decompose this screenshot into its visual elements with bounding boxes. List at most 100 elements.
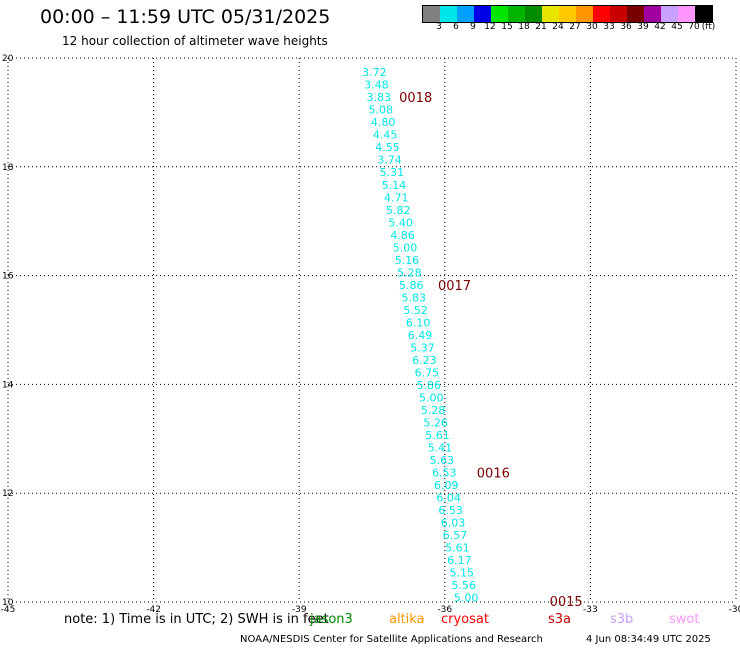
y-tick-label: 18 bbox=[2, 163, 14, 173]
colorbar-label: 30 bbox=[586, 22, 598, 32]
swh-value-label: 5.37 bbox=[410, 341, 435, 354]
page-subtitle: 12 hour collection of altimeter wave hei… bbox=[62, 34, 328, 48]
swh-value-label: 6.53 bbox=[432, 467, 457, 480]
x-tick-label: -45 bbox=[1, 605, 16, 615]
colorbar-swatch bbox=[423, 6, 440, 22]
swh-value-label: 5.31 bbox=[380, 166, 405, 179]
colorbar-label: 36 bbox=[620, 22, 632, 32]
swh-value-label: 5.00 bbox=[419, 391, 444, 404]
satellite-legend-item: jason3 bbox=[310, 612, 353, 627]
colorbar-label: 12 bbox=[484, 22, 496, 32]
swh-value-label: 5.52 bbox=[403, 304, 428, 317]
satellite-legend-item: swot bbox=[669, 612, 700, 627]
colorbar-swatch bbox=[593, 6, 610, 22]
colorbar-label: 39 bbox=[637, 22, 649, 32]
x-tick-label: -36 bbox=[437, 605, 452, 615]
colorbar-label: 45 bbox=[671, 22, 683, 32]
colorbar-label: 18 bbox=[518, 22, 530, 32]
time-label: 0018 bbox=[399, 91, 432, 106]
colorbar-swatch bbox=[542, 6, 559, 22]
colorbar-label: 42 bbox=[654, 22, 666, 32]
time-label: 0017 bbox=[438, 279, 471, 294]
colorbar-label: 15 bbox=[501, 22, 513, 32]
colorbar-swatch bbox=[678, 6, 695, 22]
colorbar-label: (ft) bbox=[701, 22, 716, 32]
y-tick-label: 16 bbox=[2, 272, 14, 282]
swh-value-label: 6.09 bbox=[434, 479, 459, 492]
swh-value-label: 6.04 bbox=[436, 492, 461, 505]
x-tick-label: -33 bbox=[583, 605, 598, 615]
swh-value-label: 5.61 bbox=[445, 542, 470, 555]
time-label: 0015 bbox=[550, 595, 583, 610]
footer-note: note: 1) Time is in UTC; 2) SWH is in fe… bbox=[64, 612, 329, 627]
swh-value-label: 5.00 bbox=[393, 241, 418, 254]
y-tick-label: 10 bbox=[2, 598, 14, 608]
y-tick-label: 20 bbox=[2, 54, 14, 64]
swh-value-label: 5.86 bbox=[399, 279, 424, 292]
credit-text: NOAA/NESDIS Center for Satellite Applica… bbox=[240, 634, 543, 645]
swh-value-label: 4.55 bbox=[375, 141, 400, 154]
colorbar-swatch bbox=[627, 6, 644, 22]
colorbar-swatch bbox=[457, 6, 474, 22]
colorbar-swatch bbox=[508, 6, 525, 22]
colorbar-label: 27 bbox=[569, 22, 581, 32]
colorbar-label: 6 bbox=[453, 22, 459, 32]
satellite-legend-item: altika bbox=[389, 612, 425, 627]
satellite-legend-item: s3a bbox=[548, 612, 572, 627]
swh-value-label: 5.63 bbox=[430, 454, 455, 467]
swh-value-label: 3.48 bbox=[364, 79, 389, 92]
swh-value-label: 6.53 bbox=[438, 504, 463, 517]
colorbar-swatch bbox=[695, 6, 712, 22]
y-tick-label: 12 bbox=[2, 489, 13, 499]
swh-value-label: 6.49 bbox=[408, 329, 433, 342]
swh-value-label: 5.14 bbox=[382, 179, 407, 192]
swh-value-label: 3.74 bbox=[377, 154, 402, 167]
swh-value-label: 5.00 bbox=[454, 592, 479, 605]
time-label: 0016 bbox=[477, 467, 510, 482]
x-tick-label: -42 bbox=[146, 605, 161, 615]
swh-value-label: 6.57 bbox=[443, 529, 468, 542]
swh-value-label: 5.61 bbox=[425, 429, 450, 442]
colorbar-swatch bbox=[440, 6, 457, 22]
swh-value-label: 3.72 bbox=[362, 66, 387, 79]
swh-value-label: 5.83 bbox=[401, 291, 426, 304]
timestamp-text: 4 Jun 08:34:49 UTC 2025 bbox=[586, 634, 711, 645]
colorbar-label: 70 bbox=[688, 22, 700, 32]
swh-value-label: 5.28 bbox=[421, 404, 446, 417]
swh-value-label: 4.71 bbox=[384, 191, 409, 204]
swh-value-label: 5.26 bbox=[423, 416, 448, 429]
swh-value-label: 6.10 bbox=[406, 316, 431, 329]
colorbar-label: 21 bbox=[535, 22, 547, 32]
colorbar-label: 3 bbox=[436, 22, 442, 32]
swh-value-label: 4.45 bbox=[373, 129, 398, 142]
swh-value-label: 6.17 bbox=[447, 554, 472, 567]
swh-value-label: 4.80 bbox=[371, 116, 396, 129]
colorbar-swatch bbox=[610, 6, 627, 22]
y-tick-label: 14 bbox=[2, 380, 14, 390]
colorbar-swatch bbox=[576, 6, 593, 22]
swh-value-label: 5.08 bbox=[368, 104, 393, 117]
swh-value-label: 6.03 bbox=[441, 517, 466, 530]
colorbar-swatch bbox=[474, 6, 491, 22]
swh-value-label: 5.41 bbox=[428, 442, 453, 455]
satellite-legend-item: cryosat bbox=[441, 612, 489, 627]
swh-value-label: 5.56 bbox=[451, 579, 476, 592]
swh-value-label: 6.23 bbox=[412, 354, 437, 367]
x-tick-label: -30 bbox=[729, 605, 740, 615]
swh-value-label: 5.82 bbox=[386, 204, 411, 217]
colorbar-swatch bbox=[559, 6, 576, 22]
swh-value-label: 5.15 bbox=[450, 567, 475, 580]
swh-value-label: 6.75 bbox=[415, 366, 440, 379]
colorbar-swatch bbox=[491, 6, 508, 22]
satellite-legend-item: s3b bbox=[610, 612, 634, 627]
colorbar-label: 24 bbox=[552, 22, 564, 32]
swh-value-label: 5.40 bbox=[388, 216, 413, 229]
page-title: 00:00 – 11:59 UTC 05/31/2025 bbox=[40, 6, 331, 28]
colorbar-labels: 3 6 9 12 15 18 21 24 27 30 33 36 39 42 45 70 (ft) bbox=[422, 22, 740, 34]
swh-value-label: 5.86 bbox=[417, 379, 442, 392]
colorbar-swatch bbox=[661, 6, 678, 22]
colorbar bbox=[422, 5, 713, 23]
colorbar-label: 9 bbox=[470, 22, 476, 32]
colorbar-swatch bbox=[644, 6, 661, 22]
